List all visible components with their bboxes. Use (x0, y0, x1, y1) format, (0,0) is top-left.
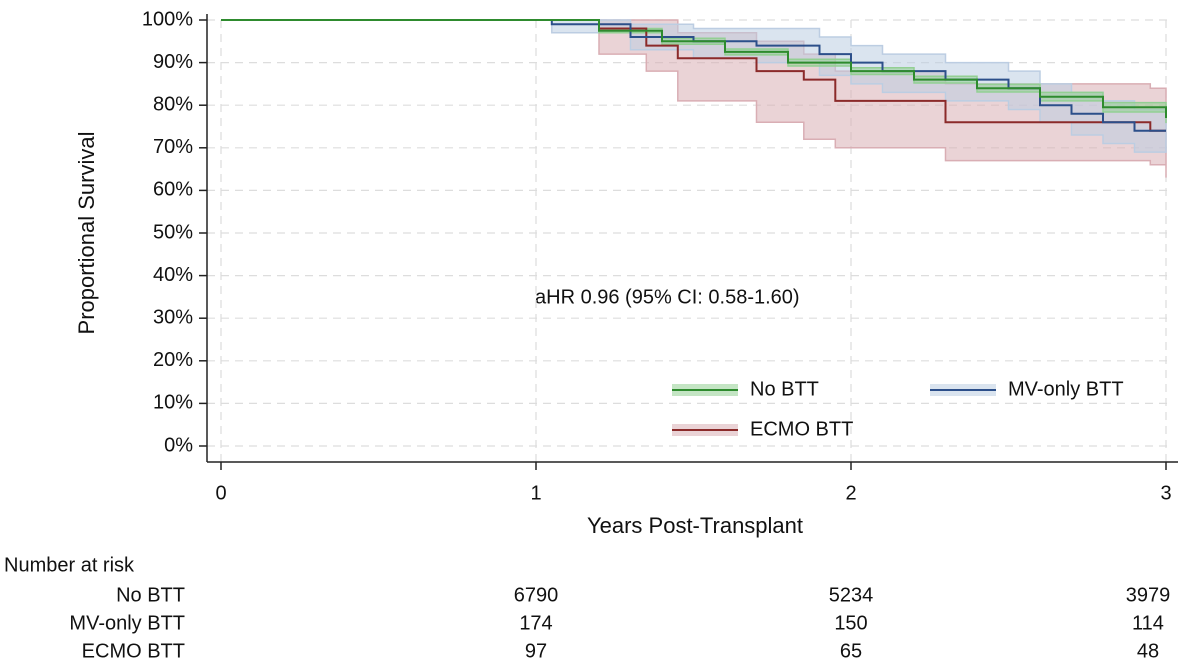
risk-count: 3979 (1126, 584, 1171, 606)
x-tick-label: 3 (1160, 482, 1171, 504)
y-tick-label: 10% (153, 392, 193, 414)
y-tick-label: 20% (153, 349, 193, 371)
annotation: aHR 0.96 (95% CI: 0.58-1.60) (535, 286, 800, 308)
y-axis-title: Proportional Survival (74, 132, 99, 335)
survival-line (221, 19, 1167, 118)
y-tick-label: 30% (153, 306, 193, 328)
x-tick-label: 2 (845, 482, 856, 504)
x-tick-label: 1 (530, 482, 541, 504)
x-tick-label: 0 (215, 482, 226, 504)
risk-count: 5234 (829, 584, 874, 606)
risk-row-label: ECMO BTT (82, 640, 185, 662)
y-tick-label: 90% (153, 51, 193, 73)
risk-count: 114 (1132, 612, 1164, 634)
y-tick-label: 60% (153, 179, 193, 201)
risk-count: 6790 (514, 584, 559, 606)
risk-count: 48 (1137, 640, 1159, 662)
x-axis-title: Years Post-Transplant (587, 513, 803, 538)
legend-label: ECMO BTT (750, 418, 853, 440)
y-tick-label: 80% (153, 93, 193, 115)
risk-row-label: No BTT (116, 584, 185, 606)
risk-count: 174 (519, 612, 552, 634)
y-tick-label: 40% (153, 264, 193, 286)
legend-label: MV-only BTT (1008, 378, 1124, 400)
risk-count: 97 (525, 640, 547, 662)
risk-count: 65 (840, 640, 862, 662)
y-tick-label: 0% (164, 434, 193, 456)
risk-row-label: MV-only BTT (69, 612, 185, 634)
y-tick-label: 100% (142, 8, 193, 30)
y-tick-label: 70% (153, 136, 193, 158)
legend-label: No BTT (750, 378, 819, 400)
risk-table-title: Number at risk (4, 554, 135, 576)
survival-line (221, 19, 1166, 132)
risk-count: 150 (834, 612, 867, 634)
y-tick-label: 50% (153, 221, 193, 243)
